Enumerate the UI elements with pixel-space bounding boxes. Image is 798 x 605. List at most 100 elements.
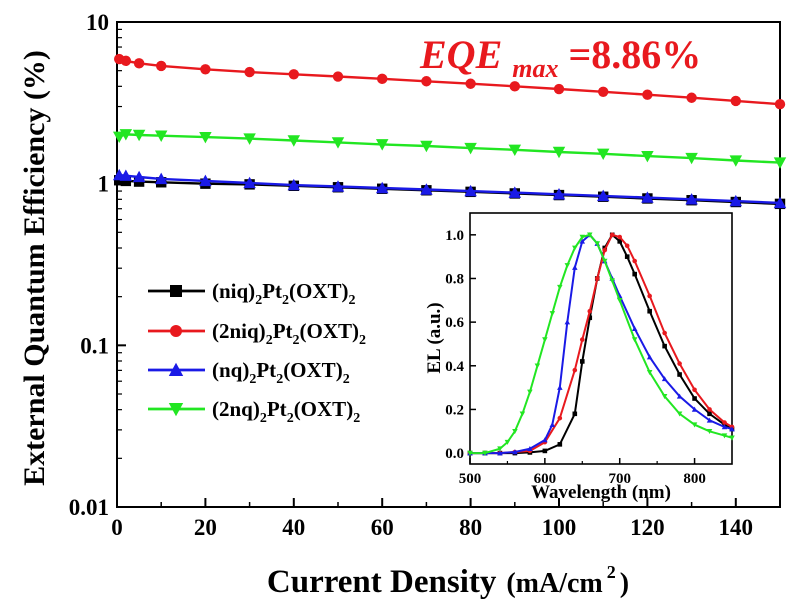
legend-label-subscript: 2 <box>287 411 294 426</box>
y-tick-label-0.01: 0.01 <box>69 495 109 520</box>
series-3-point <box>641 150 654 163</box>
series-3-point <box>375 139 389 151</box>
inset-series-2-point <box>497 450 503 456</box>
main-series <box>112 53 787 210</box>
series-3-point <box>508 144 522 157</box>
series-2-point <box>119 169 133 181</box>
inset-series-3-point <box>616 298 623 304</box>
inset-x-axis-label: Wavelength (nm) <box>531 482 671 503</box>
series-3-point <box>132 129 146 142</box>
series-0-point <box>120 175 132 187</box>
inset-series-1-point <box>609 232 615 238</box>
inset-y-axis-label: EL (a.u.) <box>424 302 445 373</box>
inset-series-3-point <box>549 311 556 317</box>
legend-label-subscript: 2 <box>249 372 256 387</box>
x-axis-label-main: Current Density <box>267 564 497 600</box>
inset-series-3-point <box>706 428 713 435</box>
inset-series-0-point <box>557 442 563 447</box>
inset-series-3-point <box>721 433 728 439</box>
inset-series-1-point <box>617 234 623 240</box>
inset-series-3-point <box>519 411 526 417</box>
inset-series-0-point <box>542 448 548 454</box>
inset-series-3-point <box>482 450 488 456</box>
inset-series-3-point <box>572 245 578 251</box>
series-3-point <box>119 129 133 141</box>
x-tick-label-0: 0 <box>111 515 123 540</box>
series-3-point <box>243 133 256 145</box>
series-2-point <box>132 170 146 183</box>
legend-label-text: Pt <box>262 279 282 303</box>
legend: (niq)2Pt2(OXT)2(2niq)2Pt2(OXT)2(nq)2Pt2(… <box>148 279 366 426</box>
inset-series-1-point <box>624 243 630 249</box>
series-2-point <box>287 178 301 191</box>
inset-series-0-point <box>662 343 667 349</box>
inset-series-1-point <box>707 407 712 412</box>
series-1-point <box>244 66 255 78</box>
y-tick-label-0.1: 0.1 <box>80 333 109 358</box>
inset-series-3-point <box>534 363 541 369</box>
inset-series-3-point <box>512 428 518 435</box>
legend-label-subscript: 2 <box>260 411 267 426</box>
legend-label-text: Pt <box>267 397 287 421</box>
legend-label-text: (OXT) <box>294 397 354 421</box>
series-2-point <box>375 181 389 194</box>
series-line-3 <box>118 133 781 164</box>
inset-series-0-point <box>624 254 630 259</box>
inset-series-1-point <box>587 308 593 314</box>
inset-series-2-point <box>631 325 638 331</box>
series-3-point <box>552 146 566 159</box>
series-1-point <box>288 69 299 80</box>
series-1-point <box>774 99 786 110</box>
series-1-point <box>553 83 565 95</box>
x-tick-label-80: 80 <box>459 515 482 540</box>
series-2-point <box>773 196 787 209</box>
series-2-point <box>508 186 522 198</box>
inset-series-1-point <box>692 387 697 393</box>
inset-y-tick-label-0.0: 0.0 <box>445 446 464 462</box>
inset-series-0-point <box>579 359 585 364</box>
legend-label-text: (2nq) <box>212 397 260 421</box>
inset-series-1-point <box>647 293 652 299</box>
inset-series-1-point <box>579 337 585 342</box>
inset-y-tick-label-0.4: 0.4 <box>445 359 464 375</box>
series-2-point <box>154 172 168 185</box>
series-2-point <box>199 174 212 187</box>
legend-marker-2 <box>168 362 184 376</box>
legend-label-subscript: 2 <box>255 293 262 308</box>
inset-series-2-point <box>646 354 653 360</box>
series-3-point <box>154 130 168 142</box>
inset-y-tick-label-1.0: 1.0 <box>445 228 464 244</box>
legend-label-subscript: 2 <box>282 293 289 308</box>
inset-series <box>467 232 735 456</box>
legend-label-subscript: 2 <box>293 333 300 348</box>
inset-series-0-point <box>647 308 652 314</box>
inset-series-3-point <box>527 389 533 395</box>
series-3-point <box>112 131 126 144</box>
inset-series-3-point <box>594 241 601 247</box>
inset-series-0-point <box>677 372 682 377</box>
inset-series-2-point <box>572 264 578 270</box>
series-3-point <box>199 131 212 144</box>
legend-label-subscript: 2 <box>353 411 360 426</box>
inset-series-1-point <box>572 367 578 373</box>
inset-series-3-point <box>631 337 638 343</box>
inset-series-0-point <box>707 411 712 417</box>
legend-label-text: (2niq) <box>212 319 266 343</box>
x-tick-label-60: 60 <box>371 515 394 540</box>
series-2-point <box>596 189 610 202</box>
inset-x-tick-label-700: 700 <box>608 471 631 487</box>
inset-series-2-point <box>676 393 683 399</box>
inset-series-2-point <box>512 449 518 455</box>
annotation-base: EQE <box>419 32 502 77</box>
legend-label-text: (nq) <box>212 358 249 382</box>
legend-label-3: (2nq)2Pt2(OXT)2 <box>212 397 360 426</box>
series-1-point <box>509 81 520 92</box>
legend-marker-1 <box>170 325 182 337</box>
series-1-point <box>133 58 145 69</box>
y-tick-label-10: 10 <box>86 10 109 35</box>
series-1-point <box>200 64 211 75</box>
series-1-point <box>377 73 388 85</box>
inset-series-2-point <box>661 376 668 382</box>
series-3-point <box>420 140 433 153</box>
